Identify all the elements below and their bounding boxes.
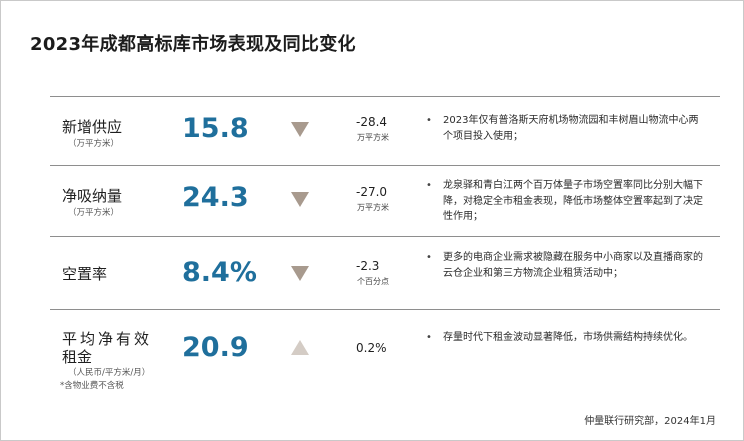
page-title: 2023年成都高标库市场表现及同比变化 bbox=[30, 34, 356, 55]
change-value: -27.0 bbox=[356, 185, 388, 199]
metric-value: 24.3 bbox=[182, 182, 249, 213]
metric-label-line2: 租金 bbox=[62, 348, 93, 366]
down-triangle-icon bbox=[291, 122, 309, 137]
change-unit: 个百分点 bbox=[357, 277, 389, 286]
source-footer: 仲量联行研究部，2024年1月 bbox=[584, 416, 716, 427]
metric-description: 存量时代下租金波动显著降低，市场供需结构持续优化。 bbox=[443, 332, 693, 343]
row-divider bbox=[50, 236, 720, 237]
metric-label: 空置率 bbox=[62, 265, 108, 283]
bullet: • bbox=[426, 252, 432, 263]
bullet: • bbox=[426, 180, 432, 191]
metric-unit: （万平方米） bbox=[68, 208, 120, 218]
metric-row-rent: 平均净有效 租金 （人民币/平方米/月） *含物业费不含税 20.9 0.2% … bbox=[50, 310, 720, 400]
metric-note: *含物业费不含税 bbox=[60, 381, 124, 391]
metric-value: 20.9 bbox=[182, 332, 249, 363]
change-unit: 万平方米 bbox=[357, 203, 389, 212]
metric-unit: （万平方米） bbox=[68, 139, 120, 149]
change-value: -2.3 bbox=[356, 259, 380, 273]
change-unit: 万平方米 bbox=[357, 133, 389, 142]
change-value: -28.4 bbox=[356, 115, 388, 129]
row-divider bbox=[50, 309, 720, 310]
bullet: • bbox=[426, 332, 432, 343]
metric-label: 平均净有效 bbox=[62, 330, 153, 348]
row-divider bbox=[50, 165, 720, 166]
metric-description: 2023年仅有普洛斯天府机场物流园和丰树眉山物流中心两个项目投入使用； bbox=[443, 115, 699, 142]
row-divider bbox=[50, 96, 720, 97]
metric-description: 更多的电商企业需求被隐藏在服务中小商家以及直播商家的云仓企业和第三方物流企业租赁… bbox=[443, 252, 703, 279]
down-triangle-icon bbox=[291, 192, 309, 207]
metric-value: 8.4% bbox=[182, 257, 257, 288]
metric-row-vacancy: 空置率 8.4% -2.3 个百分点 • 更多的电商企业需求被隐藏在服务中小商家… bbox=[50, 237, 720, 309]
metric-unit: （人民币/平方米/月） bbox=[68, 368, 151, 378]
metric-label: 新增供应 bbox=[62, 118, 123, 136]
down-triangle-icon bbox=[291, 266, 309, 281]
metric-row-net-absorption: 净吸纳量 （万平方米） 24.3 -27.0 万平方米 • 龙泉驿和青白江两个百… bbox=[50, 166, 720, 236]
change-value: 0.2% bbox=[356, 341, 387, 355]
metric-label: 净吸纳量 bbox=[62, 187, 123, 205]
bullet: • bbox=[426, 115, 432, 126]
metric-description: 龙泉驿和青白江两个百万体量子市场空置率同比分别大幅下降，对稳定全市租金表现，降低… bbox=[443, 180, 703, 222]
up-triangle-icon bbox=[291, 340, 309, 355]
metric-value: 15.8 bbox=[182, 113, 249, 144]
metric-row-new-supply: 新增供应 （万平方米） 15.8 -28.4 万平方米 • 2023年仅有普洛斯… bbox=[50, 97, 720, 165]
